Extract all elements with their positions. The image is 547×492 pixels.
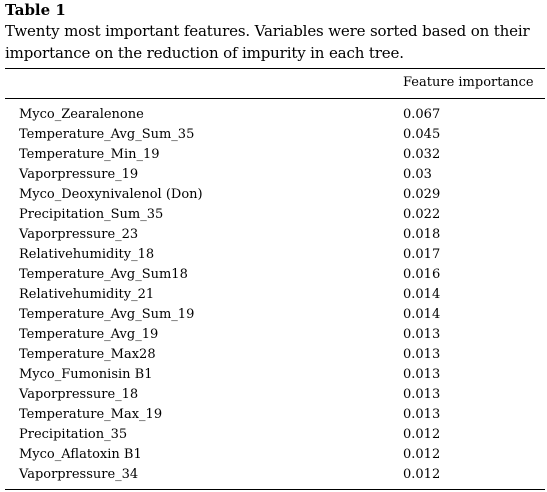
table-label: Table 1 [5, 1, 66, 19]
table-row: Temperature_Max28 0.013 [5, 345, 545, 365]
feature-importance-cell: 0.022 [403, 207, 441, 222]
table-row: Temperature_Min_19 0.032 [5, 145, 545, 165]
table-row: Myco_Fumonisin B1 0.013 [5, 365, 545, 385]
feature-name-cell: Vaporpressure_23 [19, 227, 139, 242]
feature-name-cell: Precipitation_Sum_35 [19, 207, 164, 222]
table-container: Table 1 Twenty most important features. … [5, 0, 545, 490]
feature-importance-cell: 0.013 [403, 367, 441, 382]
table-row: Temperature_Avg_19 0.013 [5, 325, 545, 345]
feature-name-cell: Myco_Aflatoxin B1 [19, 447, 142, 462]
feature-name-cell: Temperature_Min_19 [19, 147, 160, 162]
feature-importance-cell: 0.013 [403, 407, 441, 422]
feature-importance-cell: 0.032 [403, 147, 441, 162]
feature-name-cell: Vaporpressure_19 [19, 167, 139, 182]
table-top-rule [5, 68, 545, 69]
feature-importance-cell: 0.045 [403, 127, 441, 142]
feature-name-cell: Vaporpressure_34 [19, 467, 139, 482]
feature-name-cell: Temperature_Max_19 [19, 407, 163, 422]
table-caption-line-2: importance on the reduction of impurity … [5, 44, 404, 62]
table-row: Vaporpressure_19 0.03 [5, 165, 545, 185]
feature-name-cell: Temperature_Avg_Sum_19 [19, 307, 195, 322]
feature-importance-cell: 0.03 [403, 167, 432, 182]
table-row: Temperature_Avg_Sum18 0.016 [5, 265, 545, 285]
feature-importance-cell: 0.016 [403, 267, 441, 282]
table-row: Myco_Aflatoxin B1 0.012 [5, 445, 545, 465]
feature-name-cell: Myco_Fumonisin B1 [19, 367, 153, 382]
table-row: Temperature_Avg_Sum_19 0.014 [5, 305, 545, 325]
feature-name-cell: Relativehumidity_21 [19, 287, 155, 302]
feature-name-cell: Precipitation_35 [19, 427, 128, 442]
feature-name-cell: Temperature_Avg_19 [19, 327, 159, 342]
feature-importance-cell: 0.029 [403, 187, 441, 202]
table-row: Vaporpressure_18 0.013 [5, 385, 545, 405]
feature-importance-cell: 0.012 [403, 447, 441, 462]
table-row: Vaporpressure_23 0.018 [5, 225, 545, 245]
column-header-feature-importance: Feature importance [403, 75, 534, 90]
feature-name-cell: Vaporpressure_18 [19, 387, 139, 402]
table-row: Myco_Zearalenone 0.067 [5, 105, 545, 125]
feature-importance-cell: 0.014 [403, 307, 441, 322]
table-caption-line-1: Twenty most important features. Variable… [5, 22, 530, 40]
table-row: Precipitation_Sum_35 0.022 [5, 205, 545, 225]
feature-name-cell: Temperature_Avg_Sum_35 [19, 127, 195, 142]
feature-name-cell: Myco_Deoxynivalenol (Don) [19, 187, 203, 202]
table-row: Myco_Deoxynivalenol (Don) 0.029 [5, 185, 545, 205]
feature-name-cell: Temperature_Avg_Sum18 [19, 267, 188, 282]
table-row: Temperature_Avg_Sum_35 0.045 [5, 125, 545, 145]
table-row: Precipitation_35 0.012 [5, 425, 545, 445]
feature-name-cell: Temperature_Max28 [19, 347, 156, 362]
feature-importance-cell: 0.013 [403, 327, 441, 342]
table-row: Temperature_Max_19 0.013 [5, 405, 545, 425]
feature-importance-cell: 0.013 [403, 347, 441, 362]
feature-importance-cell: 0.067 [403, 107, 441, 122]
table-bottom-rule [5, 489, 545, 490]
table-row: Relativehumidity_21 0.014 [5, 285, 545, 305]
feature-importance-cell: 0.018 [403, 227, 441, 242]
feature-importance-cell: 0.017 [403, 247, 441, 262]
feature-name-cell: Myco_Zearalenone [19, 107, 144, 122]
table-row: Relativehumidity_18 0.017 [5, 245, 545, 265]
table-row: Vaporpressure_34 0.012 [5, 465, 545, 485]
table-body: Myco_Zearalenone 0.067 Temperature_Avg_Sum… [5, 99, 545, 485]
feature-importance-cell: 0.013 [403, 387, 441, 402]
feature-importance-cell: 0.012 [403, 427, 441, 442]
feature-importance-cell: 0.012 [403, 467, 441, 482]
feature-importance-cell: 0.014 [403, 287, 441, 302]
feature-name-cell: Relativehumidity_18 [19, 247, 155, 262]
table-header-row: Feature importance [5, 69, 545, 99]
